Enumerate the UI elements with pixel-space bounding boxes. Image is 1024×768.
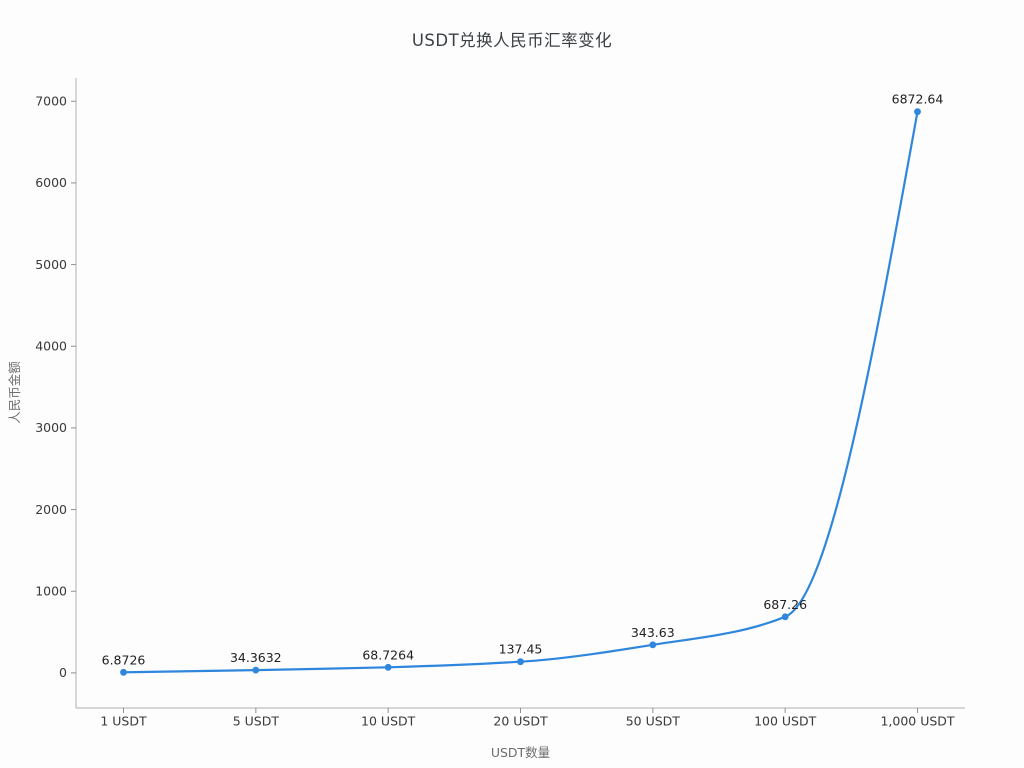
series-line [122, 110, 919, 674]
data-point-marker [517, 658, 524, 666]
data-point-label: 343.63 [631, 625, 675, 640]
data-point-marker [120, 668, 127, 676]
data-point-label: 6872.64 [892, 92, 944, 107]
y-tick-label: 2000 [35, 502, 67, 517]
y-tick-label: 0 [59, 665, 67, 680]
data-point-marker [914, 108, 921, 116]
y-tick-label: 7000 [35, 94, 67, 109]
data-point-label: 34.3632 [230, 650, 282, 665]
x-tick-label: 50 USDT [626, 714, 681, 729]
data-point-label: 6.8726 [102, 652, 146, 667]
y-tick-label: 4000 [35, 339, 67, 354]
data-point-label: 687.26 [763, 597, 807, 612]
y-tick-label: 3000 [35, 420, 67, 435]
data-point-marker [649, 641, 657, 649]
x-tick-label: 1 USDT [100, 714, 147, 729]
x-axis-title: USDT数量 [490, 745, 551, 760]
x-tick-label: 5 USDT [233, 714, 280, 729]
data-point-label: 68.7264 [362, 647, 414, 662]
x-tick-label: 20 USDT [493, 714, 548, 729]
chart-title: USDT兑换人民币汇率变化 [411, 31, 613, 50]
x-tick-label: 10 USDT [361, 714, 416, 729]
data-point-marker [781, 613, 789, 621]
x-tick-label: 100 USDT [754, 714, 817, 729]
y-tick-label: 5000 [35, 257, 67, 272]
y-tick-label: 1000 [35, 584, 67, 599]
x-tick-label: 1,000 USDT [880, 714, 954, 729]
data-point-label: 137.45 [499, 642, 543, 657]
y-tick-label: 6000 [35, 175, 67, 190]
data-point-marker [252, 666, 260, 674]
data-point-marker [384, 663, 392, 671]
